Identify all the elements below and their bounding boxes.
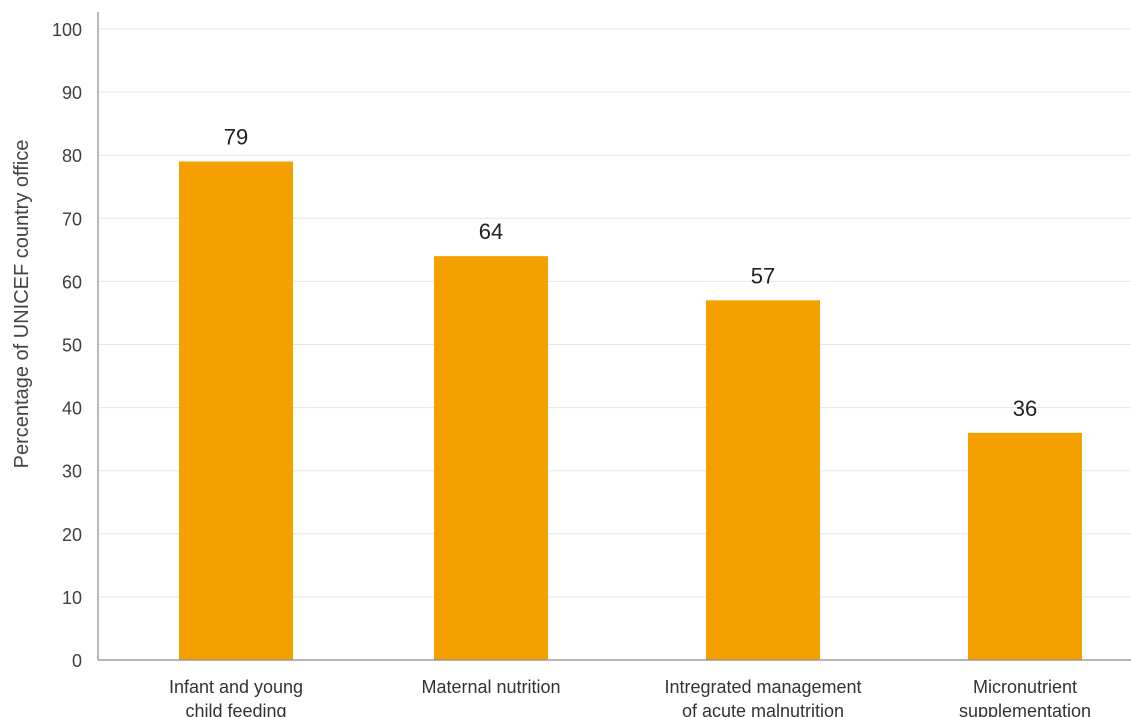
y-tick-label: 70	[62, 209, 82, 229]
x-category-label: child feeding	[185, 701, 286, 717]
y-tick-label: 10	[62, 588, 82, 608]
bar	[179, 161, 293, 660]
x-category-label: Infant and young	[169, 677, 303, 697]
y-tick-label: 100	[52, 20, 82, 40]
bar-value-label: 64	[479, 219, 503, 244]
bar-value-label: 79	[224, 125, 248, 150]
bars-layer	[179, 161, 1082, 660]
x-category-label: Maternal nutrition	[421, 677, 560, 697]
y-tick-label: 20	[62, 525, 82, 545]
y-tick-label: 90	[62, 83, 82, 103]
x-category-label: Micronutrient	[973, 677, 1077, 697]
y-tick-label: 40	[62, 399, 82, 419]
x-category-label: of acute malnutrition	[682, 701, 844, 717]
y-tick-label: 50	[62, 336, 82, 356]
x-category-label: supplementation	[959, 701, 1091, 717]
y-tick-label: 30	[62, 462, 82, 482]
axes-layer	[97, 12, 1131, 661]
bar	[706, 300, 820, 660]
y-axis-title: Percentage of UNICEF country office	[11, 140, 33, 469]
bar	[968, 432, 1082, 660]
x-category-label: Intregrated management	[664, 677, 861, 697]
bar-value-label: 57	[751, 263, 775, 288]
y-tick-label: 60	[62, 272, 82, 292]
y-tick-label: 80	[62, 146, 82, 166]
y-tick-label: 0	[72, 651, 82, 671]
bar	[434, 256, 548, 660]
labels-layer: 0 10 20 30 40 50 60 70 80 90 100 79 Infant and young…	[11, 20, 1091, 717]
bar-value-label: 36	[1013, 396, 1037, 421]
